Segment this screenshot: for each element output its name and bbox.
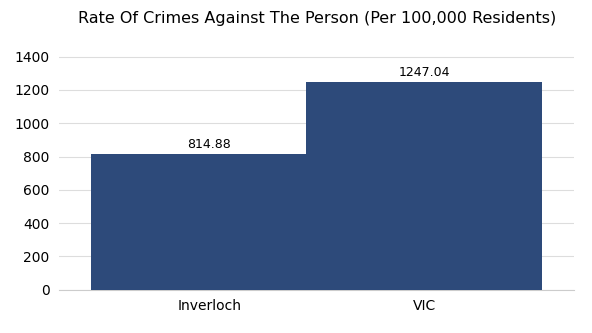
Title: Rate Of Crimes Against The Person (Per 100,000 Residents): Rate Of Crimes Against The Person (Per 1… (78, 11, 556, 26)
Text: 814.88: 814.88 (188, 138, 231, 151)
Bar (91, 154, 327, 290)
Bar (306, 82, 542, 290)
Text: 1247.04: 1247.04 (398, 66, 450, 79)
